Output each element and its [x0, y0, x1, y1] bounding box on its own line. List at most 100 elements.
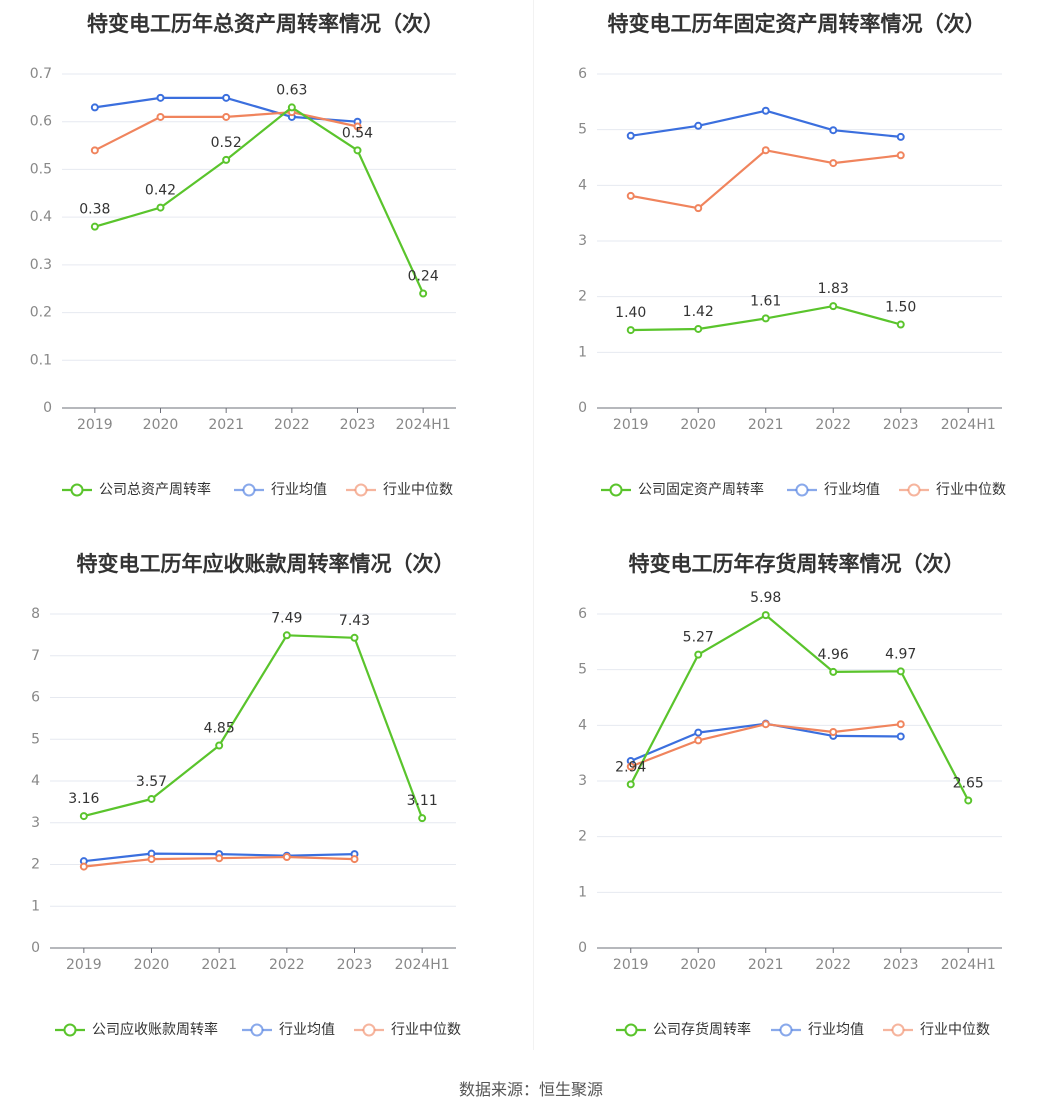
data-point-median: [694, 736, 703, 745]
x-tick-label: 2024H1: [396, 417, 451, 433]
legend-item-mean: 行业均值: [234, 482, 327, 498]
y-tick-label: 2: [31, 857, 40, 873]
data-label: 3.57: [136, 774, 167, 790]
x-tick-label: 2019: [66, 957, 102, 973]
legend-item-median: 行业中位数: [883, 1022, 990, 1038]
x-tick-label: 2023: [883, 417, 919, 433]
data-label: 1.83: [818, 281, 849, 297]
data-point-company: [694, 324, 703, 333]
y-tick-label: 6: [578, 66, 587, 82]
x-tick-label: 2022: [815, 417, 851, 433]
data-point-median: [829, 159, 838, 168]
legend-marker-icon: [354, 483, 368, 497]
data-point-median: [90, 146, 99, 155]
x-tick-label: 2021: [201, 957, 237, 973]
legend-label: 行业中位数: [936, 482, 1006, 498]
y-tick-label: 0.1: [30, 352, 52, 368]
data-point-mean: [626, 131, 635, 140]
data-point-company: [282, 631, 291, 640]
legend-marker-icon: [779, 1023, 793, 1037]
data-point-median: [829, 728, 838, 737]
x-tick-label: 2021: [748, 417, 784, 433]
x-tick-label: 2022: [815, 957, 851, 973]
data-label: 4.97: [885, 646, 916, 662]
legend-label: 公司固定资产周转率: [638, 481, 764, 498]
legend-label: 行业中位数: [383, 482, 453, 498]
data-point-company: [79, 812, 88, 821]
data-point-median: [79, 862, 88, 871]
legend-item-median: 行业中位数: [899, 482, 1006, 498]
data-label: 5.98: [750, 590, 781, 606]
chart-panel-total-asset-turnover: 特变电工历年总资产周转率情况（次） 0 0.1 0.2 0.3 0.4 0.5 0.6 0.7 2…: [0, 0, 531, 540]
data-point-median: [350, 855, 359, 864]
y-tick-label: 0.7: [30, 66, 52, 82]
data-point-company: [287, 103, 296, 112]
legend-item-median: 行业中位数: [346, 482, 453, 498]
legend-label: 行业均值: [279, 1022, 335, 1038]
x-tick-label: 2024H1: [941, 417, 996, 433]
legend-label: 公司总资产周转率: [99, 481, 211, 498]
legend-label: 行业均值: [824, 482, 880, 498]
legend-item-company: 公司固定资产周转率: [601, 481, 764, 498]
legend-marker-icon: [242, 483, 256, 497]
x-tick-label: 2024H1: [395, 957, 450, 973]
data-point-mean: [222, 93, 231, 102]
y-tick-label: 2: [578, 829, 587, 845]
data-point-company: [896, 667, 905, 676]
panel-divider: [533, 0, 534, 1050]
legend-item-company: 公司应收账款周转率: [55, 1021, 218, 1038]
legend-marker-icon: [250, 1023, 264, 1037]
data-point-median: [896, 151, 905, 160]
series-line-median: [630, 149, 901, 210]
chart-total-asset-turnover: 特变电工历年总资产周转率情况（次） 0 0.1 0.2 0.3 0.4 0.5 0.6 0.7 2…: [30, 12, 456, 498]
data-label: 0.52: [211, 135, 242, 151]
y-tick-label: 0: [578, 940, 587, 956]
data-point-mean: [829, 126, 838, 135]
data-point-median: [353, 122, 362, 131]
data-point-company: [215, 741, 224, 750]
data-point-mean: [761, 106, 770, 115]
y-tick-label: 0.2: [30, 305, 52, 321]
chart-panel-receivables-turnover: 特变电工历年应收账款周转率情况（次） 0 1 2 3 4 5 6 7 8 2019 2020 2021 2…: [0, 540, 531, 1080]
series-line-company: [94, 106, 425, 294]
legend-marker-icon: [70, 483, 84, 497]
y-tick-label: 0: [43, 400, 52, 416]
data-label: 3.16: [68, 791, 99, 807]
data-point-median: [282, 852, 291, 861]
data-point-median: [156, 112, 165, 121]
data-point-company: [418, 814, 427, 823]
y-tick-label: 3: [578, 233, 587, 249]
x-tick-label: 2019: [77, 417, 113, 433]
y-tick-label: 5: [578, 662, 587, 678]
data-label: 0.42: [145, 183, 176, 199]
series-line-median: [630, 723, 901, 768]
x-tick-label: 2019: [613, 957, 649, 973]
x-tick-label: 2021: [208, 417, 244, 433]
y-tick-label: 0.3: [30, 257, 52, 273]
data-point-company: [156, 203, 165, 212]
data-label: 7.43: [339, 613, 370, 629]
x-tick-label: 2020: [680, 957, 716, 973]
y-tick-label: 0.5: [30, 161, 52, 177]
chart-title: 特变电工历年固定资产周转率情况（次）: [608, 12, 986, 36]
data-point-company: [626, 780, 635, 789]
data-label: 1.42: [683, 304, 714, 320]
data-label: 7.49: [271, 610, 302, 626]
x-tick-label: 2024H1: [941, 957, 996, 973]
data-point-company: [90, 222, 99, 231]
data-point-mean: [896, 732, 905, 741]
data-point-company: [829, 667, 838, 676]
data-point-company: [350, 633, 359, 642]
legend-item-mean: 行业均值: [771, 1022, 864, 1038]
chart-title: 特变电工历年存货周转率情况（次）: [629, 552, 965, 576]
legend-label: 公司存货周转率: [653, 1021, 751, 1038]
y-tick-label: 7: [31, 648, 40, 664]
x-tick-label: 2023: [883, 957, 919, 973]
y-tick-label: 5: [31, 731, 40, 747]
y-tick-label: 3: [578, 773, 587, 789]
data-label: 4.85: [204, 721, 235, 737]
series-line-company: [83, 634, 424, 819]
x-tick-label: 2023: [340, 417, 376, 433]
y-tick-label: 5: [578, 122, 587, 138]
data-label: 0.63: [276, 82, 307, 98]
